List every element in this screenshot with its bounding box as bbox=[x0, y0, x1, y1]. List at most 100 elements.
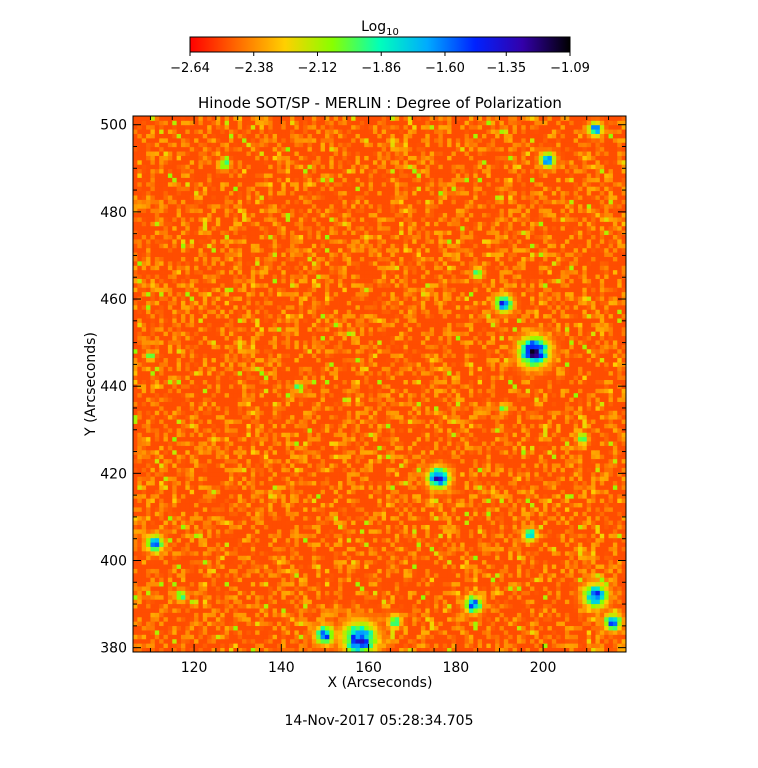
heatmap-cell bbox=[560, 471, 566, 477]
heatmap-cell bbox=[512, 612, 518, 618]
heatmap-cell bbox=[573, 537, 579, 543]
heatmap-cell bbox=[525, 572, 531, 578]
heatmap-cell bbox=[434, 590, 439, 596]
heatmap-cell bbox=[512, 507, 518, 512]
heatmap-cell bbox=[538, 586, 544, 591]
heatmap-cell bbox=[569, 507, 575, 512]
heatmap-cell bbox=[346, 458, 352, 464]
heatmap-cell bbox=[460, 537, 465, 543]
heatmap-cell bbox=[307, 581, 313, 587]
heatmap-cell bbox=[372, 630, 378, 635]
heatmap-cell bbox=[355, 572, 361, 578]
heatmap-cell bbox=[547, 638, 553, 644]
heatmap-cell bbox=[224, 612, 230, 618]
heatmap-cell bbox=[290, 546, 295, 552]
heatmap-cell bbox=[377, 594, 383, 600]
heatmap-cell bbox=[298, 542, 304, 547]
heatmap-cell bbox=[233, 493, 239, 499]
heatmap-cell bbox=[612, 528, 618, 534]
heatmap-cell bbox=[390, 546, 396, 552]
heatmap-cell bbox=[154, 603, 160, 609]
heatmap-cell bbox=[495, 511, 500, 517]
heatmap-cell bbox=[228, 581, 234, 587]
heatmap-cell bbox=[482, 498, 487, 504]
heatmap-cell bbox=[276, 542, 282, 547]
heatmap-cell bbox=[412, 493, 417, 499]
heatmap-cell bbox=[351, 594, 356, 600]
heatmap-cell bbox=[604, 643, 609, 648]
heatmap-cell bbox=[543, 515, 548, 521]
heatmap-cell bbox=[538, 599, 544, 605]
heatmap-cell bbox=[150, 463, 156, 468]
heatmap-cell bbox=[386, 564, 391, 569]
heatmap-cell bbox=[556, 550, 561, 556]
heatmap-cell bbox=[351, 511, 356, 517]
heatmap-cell bbox=[495, 515, 500, 521]
heatmap-cell bbox=[137, 550, 143, 556]
heatmap-cell bbox=[298, 572, 304, 578]
heatmap-cell bbox=[621, 550, 626, 556]
heatmap-cell bbox=[146, 638, 151, 644]
heatmap-cell bbox=[599, 476, 605, 482]
heatmap-cell bbox=[351, 608, 356, 613]
heatmap-cell bbox=[429, 581, 435, 587]
heatmap-cell bbox=[599, 577, 605, 583]
heatmap-cell bbox=[394, 520, 400, 525]
heatmap-cell bbox=[146, 537, 151, 543]
heatmap-cell bbox=[194, 502, 199, 508]
heatmap-cell bbox=[530, 458, 535, 464]
heatmap-cell bbox=[272, 458, 278, 464]
heatmap-cell bbox=[460, 480, 465, 486]
heatmap-cell bbox=[372, 467, 378, 473]
heatmap-cell bbox=[372, 498, 378, 504]
heatmap-cell bbox=[407, 524, 413, 530]
heatmap-cell bbox=[499, 559, 505, 565]
heatmap-cell bbox=[604, 502, 609, 508]
heatmap-cell bbox=[338, 621, 343, 627]
heatmap-cell bbox=[285, 564, 291, 569]
heatmap-cell bbox=[599, 638, 605, 644]
heatmap-cell bbox=[167, 599, 173, 605]
heatmap-cell bbox=[599, 515, 605, 521]
heatmap-cell bbox=[146, 498, 151, 504]
heatmap-cell bbox=[320, 586, 326, 591]
heatmap-cell bbox=[198, 603, 204, 609]
heatmap-cell bbox=[355, 630, 361, 635]
heatmap-cell bbox=[215, 533, 221, 539]
heatmap-cell bbox=[307, 476, 313, 482]
heatmap-cell bbox=[538, 480, 544, 486]
heatmap-cell bbox=[586, 471, 592, 477]
heatmap-cell bbox=[617, 621, 623, 627]
heatmap-cell bbox=[285, 502, 291, 508]
heatmap-cell bbox=[416, 634, 422, 640]
heatmap-cell bbox=[185, 502, 191, 508]
heatmap-cell bbox=[477, 586, 483, 591]
heatmap-cell bbox=[591, 520, 596, 525]
heatmap-cell bbox=[215, 507, 221, 512]
heatmap-cell bbox=[543, 572, 548, 578]
heatmap-cell bbox=[189, 546, 195, 552]
heatmap-cell bbox=[338, 634, 343, 640]
heatmap-cell bbox=[403, 515, 409, 521]
heatmap-cell bbox=[438, 515, 444, 521]
heatmap-cell bbox=[394, 476, 400, 482]
heatmap-cell bbox=[133, 520, 138, 525]
heatmap-cell bbox=[298, 511, 304, 517]
heatmap-cell bbox=[416, 555, 422, 561]
heatmap-cell bbox=[525, 647, 531, 652]
heatmap-cell bbox=[250, 630, 256, 635]
heatmap-cell bbox=[198, 568, 204, 574]
heatmap-cell bbox=[263, 625, 269, 631]
heatmap-cell bbox=[407, 586, 413, 591]
heatmap-cell bbox=[556, 533, 561, 539]
heatmap-cell bbox=[242, 616, 247, 622]
heatmap-cell bbox=[237, 480, 243, 486]
heatmap-cell bbox=[503, 537, 509, 543]
heatmap-cell bbox=[621, 485, 626, 490]
heatmap-cell bbox=[237, 467, 243, 473]
heatmap-cell bbox=[490, 546, 496, 552]
heatmap-cell bbox=[185, 559, 191, 565]
heatmap-cell bbox=[591, 498, 596, 504]
heatmap-cell bbox=[211, 524, 217, 530]
heatmap-cell bbox=[351, 498, 356, 504]
